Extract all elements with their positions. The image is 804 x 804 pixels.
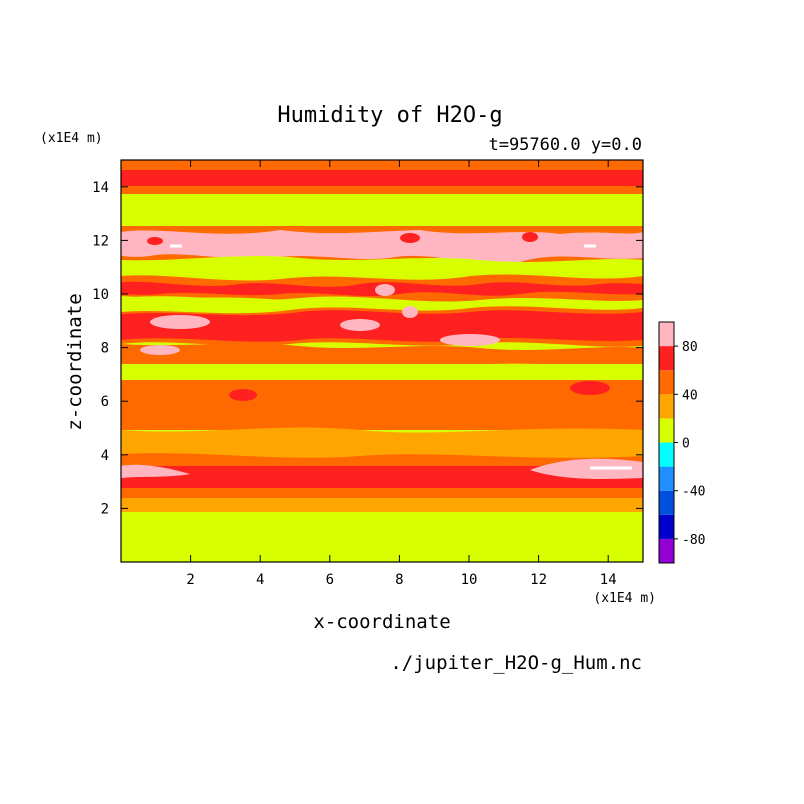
contour-region <box>340 319 380 331</box>
y-tick-label: 10 <box>92 287 109 303</box>
y-tick-label: 12 <box>92 233 109 249</box>
contour-band <box>121 170 643 186</box>
source-file-label: ./jupiter_H2O-g_Hum.nc <box>390 652 642 674</box>
x-tick-label: 2 <box>186 572 194 588</box>
colorbar-tick-label: -80 <box>682 533 705 548</box>
colorbar-swatch <box>659 514 674 539</box>
colorbar-swatch <box>659 490 674 515</box>
y-axis-label: z-coordinate <box>64 293 86 430</box>
contour-region <box>121 464 190 478</box>
contour-region <box>522 232 538 242</box>
colorbar-swatch <box>659 322 674 347</box>
colorbar-tick-label: 80 <box>682 340 698 355</box>
colorbar-swatch <box>659 442 674 467</box>
contour-band <box>121 512 643 562</box>
x-tick-label: 14 <box>600 572 617 588</box>
contour-region <box>440 334 500 346</box>
colorbar-swatch <box>659 370 674 395</box>
y-axis: 2 4 6 8 10 12 14 <box>92 180 643 517</box>
y-tick-label: 8 <box>101 341 109 357</box>
x-axis: 2 4 6 8 10 12 14 <box>186 160 617 588</box>
contour-band <box>121 160 643 170</box>
chart-subtitle: t=95760.0 y=0.0 <box>488 135 642 155</box>
y-axis-unit: (x1E4 m) <box>40 131 103 146</box>
contour-region <box>150 315 210 329</box>
x-tick-label: 12 <box>530 572 547 588</box>
contour-band <box>121 488 643 498</box>
contour-region <box>530 458 643 480</box>
plot-frame <box>120 159 644 563</box>
y-tick-label: 6 <box>101 394 109 410</box>
colorbar-tick-label: 40 <box>682 388 698 403</box>
contour-band <box>121 194 643 226</box>
contour-band <box>121 364 643 380</box>
contour-region <box>121 453 643 466</box>
x-axis-label: x-coordinate <box>313 611 450 633</box>
contour-region <box>121 310 643 342</box>
contour-region <box>121 427 643 460</box>
x-tick-label: 6 <box>326 572 334 588</box>
colorbar: 80 40 0 -40 -80 <box>659 322 705 563</box>
y-tick-label: 4 <box>101 448 109 464</box>
contour-band <box>121 186 643 194</box>
contour-region <box>121 230 643 264</box>
colorbar-swatch <box>659 466 674 491</box>
x-tick-label: 4 <box>256 572 264 588</box>
contour-region <box>375 284 395 296</box>
contour-region <box>121 343 643 368</box>
contour-region <box>229 389 257 401</box>
contour-region <box>140 345 180 355</box>
y-tick-label: 14 <box>92 180 109 196</box>
colorbar-swatch <box>659 418 674 443</box>
colorbar-frame <box>658 321 675 564</box>
contour-band <box>121 466 643 488</box>
contour-region <box>402 306 418 318</box>
contour-region <box>147 237 163 245</box>
y-tick-label: 2 <box>101 501 109 517</box>
contour-band <box>121 498 643 512</box>
colorbar-swatch <box>659 394 674 419</box>
contour-band <box>121 380 643 430</box>
contour-region <box>570 381 610 395</box>
colorbar-tick-label: -40 <box>682 485 705 500</box>
contour-region <box>400 233 420 243</box>
contour-field <box>121 160 643 562</box>
colorbar-swatch <box>659 346 674 371</box>
x-tick-label: 8 <box>395 572 403 588</box>
chart-title: Humidity of H2O-g <box>277 103 502 128</box>
colorbar-tick-label: 0 <box>682 437 690 452</box>
x-tick-label: 10 <box>461 572 478 588</box>
x-axis-unit: (x1E4 m) <box>593 591 656 606</box>
colorbar-swatch <box>659 538 674 563</box>
